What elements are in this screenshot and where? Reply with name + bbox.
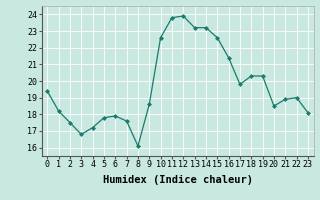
X-axis label: Humidex (Indice chaleur): Humidex (Indice chaleur) bbox=[103, 175, 252, 185]
